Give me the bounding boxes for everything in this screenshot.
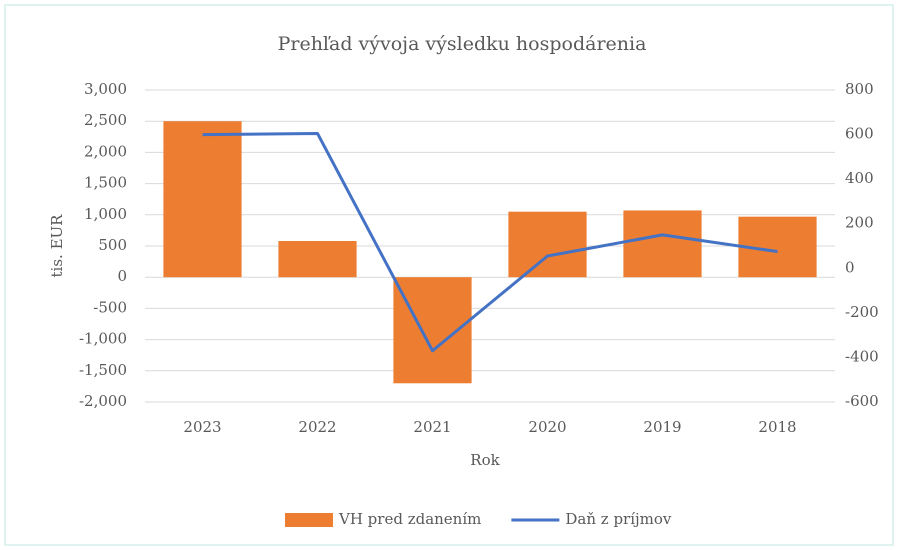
y2-tick-label: 200 <box>845 214 874 232</box>
legend-label: Daň z príjmov <box>565 510 672 528</box>
bar <box>508 211 587 278</box>
y-tick-label: -1,000 <box>79 330 127 348</box>
y-tick-label: 3,000 <box>84 80 127 98</box>
legend-swatch <box>285 513 333 527</box>
x-tick-label: 2023 <box>183 418 221 436</box>
y-tick-label: 500 <box>98 236 127 254</box>
chart-title: Prehľad vývoja výsledku hospodárenia <box>278 33 647 55</box>
y2-tick-label: 800 <box>845 80 874 98</box>
x-tick-label: 2020 <box>528 418 566 436</box>
bar <box>163 121 242 278</box>
x-axis-label: Rok <box>470 451 500 469</box>
y2-tick-label: -200 <box>845 303 879 321</box>
y-axis-label: tis. EUR <box>48 214 66 278</box>
line <box>202 131 778 353</box>
legend-label: VH pred zdanením <box>338 510 481 528</box>
y2-tick-label: 0 <box>845 258 855 276</box>
y-tick-label: -1,500 <box>79 361 127 379</box>
x-tick-label: 2021 <box>413 418 451 436</box>
y-tick-label: 2,500 <box>84 111 127 129</box>
y-tick-label: -2,000 <box>79 392 127 410</box>
y2-tick-label: -400 <box>845 347 879 365</box>
x-tick-label: 2022 <box>298 418 336 436</box>
bar <box>623 210 702 278</box>
y-tick-label: 1,500 <box>84 174 127 192</box>
bar <box>393 277 472 384</box>
x-tick-label: 2019 <box>643 418 681 436</box>
y2-tick-label: 600 <box>845 125 874 143</box>
y2-tick-label: -600 <box>845 392 879 410</box>
bar <box>278 241 357 278</box>
y-tick-label: -500 <box>93 298 127 316</box>
y-tick-label: 2,000 <box>84 142 127 160</box>
y2-tick-label: 400 <box>845 169 874 187</box>
x-tick-label: 2018 <box>758 418 796 436</box>
y-tick-label: 1,000 <box>84 205 127 223</box>
y-tick-label: 0 <box>117 267 127 285</box>
